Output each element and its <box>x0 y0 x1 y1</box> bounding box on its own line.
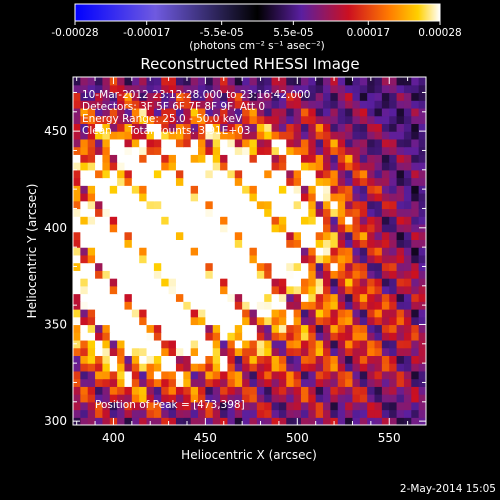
chart-title: Reconstructed RHESSI Image <box>140 55 359 73</box>
y-axis-label: Heliocentric Y (arcsec) <box>25 184 39 319</box>
plot-frame <box>72 76 427 426</box>
y-tick-label: 350 <box>44 317 67 331</box>
annotation-detectors: Detectors: 3F 5F 6F 7F 8F 9F, Att 0 <box>82 101 265 113</box>
colorbar-ticks: -0.00028 -0.00017 -5.5e-05 5.5e-05 0.00017 0.… <box>51 21 462 39</box>
colorbar-tick-label: 0.00028 <box>418 27 461 39</box>
colorbar-tick-label: -0.00017 <box>123 27 170 39</box>
y-axis-ticks: 300 350 400 450 <box>44 91 426 428</box>
x-axis-label: Heliocentric X (arcsec) <box>181 448 317 462</box>
colorbar <box>74 3 441 22</box>
footer-date: 2-May-2014 15:05 <box>400 483 496 495</box>
colorbar-tick-label: 0.00017 <box>347 27 390 39</box>
y-tick-label: 400 <box>44 221 67 235</box>
x-tick-label: 500 <box>286 431 309 445</box>
colorbar-tick-label: -0.00028 <box>51 27 98 39</box>
y-tick-label: 300 <box>44 414 67 428</box>
colorbar-tick-label: -5.5e-05 <box>200 27 244 39</box>
colorbar-unit-label: (photons cm⁻² s⁻¹ asec⁻²) <box>189 40 324 52</box>
heatmap-image <box>73 77 426 425</box>
x-tick-label: 450 <box>194 431 217 445</box>
x-tick-label: 550 <box>378 431 401 445</box>
annotation-clean: Clean Total counts: 3.91E+03 <box>82 125 251 137</box>
annotation-peak-position: Position of Peak = [473,398] <box>95 399 245 411</box>
annotation-energy: Energy Range: 25.0 - 50.0 keV <box>82 113 243 125</box>
annotation-time-range: 10-Mar-2012 23:12:28.000 to 23:16:42.000 <box>82 89 310 101</box>
x-axis-ticks: 400 450 500 550 <box>76 77 409 445</box>
x-tick-label: 400 <box>102 431 125 445</box>
y-tick-label: 450 <box>44 124 67 138</box>
colorbar-tick-label: 5.5e-05 <box>273 27 313 39</box>
